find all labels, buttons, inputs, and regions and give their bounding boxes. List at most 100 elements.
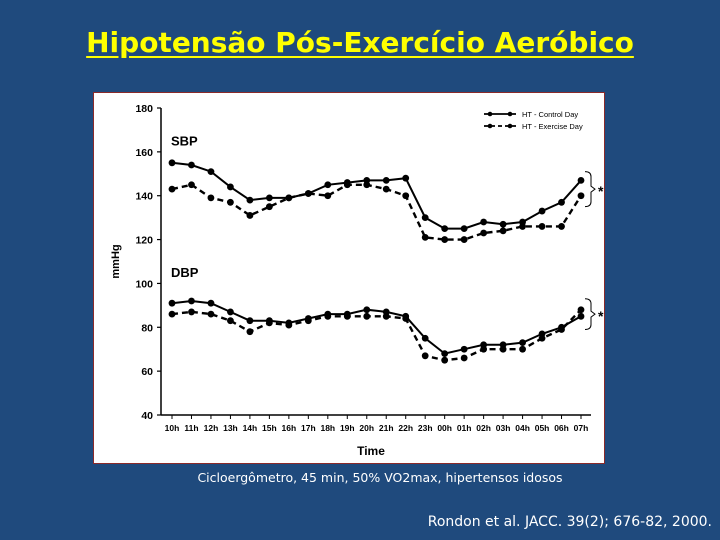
- legend-marker: [487, 111, 493, 117]
- data-point: [207, 310, 215, 318]
- data-point: [188, 308, 195, 316]
- x-tick-label: 19h: [340, 423, 355, 433]
- x-tick-label: 00h: [437, 423, 452, 433]
- data-point: [519, 345, 526, 353]
- data-point: [402, 192, 410, 200]
- data-point: [421, 214, 429, 222]
- data-point: [499, 345, 507, 353]
- x-axis-label: Time: [357, 444, 385, 458]
- data-point: [480, 218, 488, 226]
- x-tick-label: 18h: [320, 423, 335, 433]
- x-tick-label: 04h: [515, 423, 530, 433]
- data-point: [207, 168, 215, 175]
- data-point: [188, 181, 195, 189]
- data-point: [324, 181, 332, 189]
- data-point: [324, 192, 332, 200]
- data-point: [558, 223, 565, 230]
- data-point: [538, 223, 546, 230]
- y-tick-label: 60: [141, 366, 153, 378]
- data-point: [558, 326, 565, 333]
- data-point: [227, 183, 234, 191]
- data-point: [460, 236, 468, 243]
- data-point: [402, 174, 410, 182]
- data-point: [460, 354, 468, 362]
- data-point: [382, 185, 390, 193]
- y-tick-label: 120: [135, 235, 153, 247]
- x-tick-label: 16h: [282, 423, 297, 433]
- annotation-dbp: DBP: [171, 265, 199, 280]
- data-point: [460, 225, 468, 233]
- x-tick-label: 01h: [457, 423, 472, 433]
- data-point: [558, 198, 565, 206]
- x-tick-label: 02h: [476, 423, 491, 433]
- significance-star-sbp: *: [598, 183, 604, 199]
- data-point: [168, 310, 176, 318]
- x-tick-label: 07h: [574, 423, 589, 433]
- chart-caption: Cicloergômetro, 45 min, 50% VO2max, hipe…: [197, 470, 563, 485]
- data-point: [480, 345, 488, 353]
- series-line-sbp-exercise: [171, 183, 583, 241]
- x-tick-label: 14h: [243, 423, 258, 433]
- data-point: [168, 185, 176, 193]
- x-tick-label: 05h: [535, 423, 550, 433]
- data-point: [324, 312, 332, 320]
- slide-title: Hipotensão Pós-Exercício Aeróbico: [86, 26, 634, 59]
- series-line-dbp-control: [171, 299, 582, 355]
- x-tick-label: 22h: [398, 423, 413, 433]
- data-point: [246, 196, 254, 204]
- data-point: [519, 223, 526, 230]
- y-tick-label: 40: [141, 410, 153, 422]
- data-point: [168, 299, 176, 307]
- bp-line-chart: 40 60 80 100 120 140 160 180 10h 11h 12h 13h 14h 15h 1…: [110, 103, 604, 458]
- annotation-sbp: SBP: [171, 133, 198, 148]
- x-tick-label: 23h: [418, 423, 433, 433]
- data-point: [363, 312, 371, 320]
- data-point: [304, 317, 312, 325]
- data-point: [421, 352, 429, 360]
- reference-citation: Rondon et al. JACC. 39(2); 676-82, 2000.: [427, 514, 712, 530]
- data-point: [246, 212, 254, 219]
- significance-star-dbp-bracket: [584, 298, 596, 330]
- data-point: [265, 203, 273, 211]
- data-point: [363, 306, 371, 314]
- data-point: [421, 233, 429, 241]
- x-tick-label: 10h: [165, 423, 180, 433]
- data-point: [460, 345, 468, 353]
- data-point: [207, 299, 215, 307]
- y-tick-label: 160: [135, 147, 153, 159]
- legend-marker: [507, 111, 513, 117]
- data-point: [227, 317, 234, 325]
- y-tick-label: 80: [141, 322, 153, 334]
- x-tick-label: 17h: [301, 423, 316, 433]
- significance-star-dbp: *: [598, 308, 604, 324]
- data-point: [382, 312, 390, 320]
- legend-entry: HT - Control Day: [522, 110, 578, 119]
- legend-marker: [487, 123, 493, 129]
- x-tick-label: 12h: [204, 423, 219, 433]
- data-point: [285, 194, 293, 202]
- data-point: [441, 350, 449, 357]
- data-point: [227, 198, 234, 206]
- data-point: [246, 317, 254, 325]
- data-point: [519, 339, 526, 347]
- x-tick-label: 20h: [359, 423, 374, 433]
- data-point: [499, 227, 507, 235]
- data-point: [363, 181, 371, 189]
- data-point: [207, 194, 215, 202]
- x-tick-label: 06h: [554, 423, 569, 433]
- data-point: [188, 161, 195, 169]
- legend-entry: HT - Exercise Day: [522, 122, 583, 131]
- series-line-dbp-exercise: [171, 308, 582, 362]
- significance-star-sbp-bracket: [584, 171, 596, 208]
- data-point: [499, 220, 507, 228]
- x-tick-label: 15h: [262, 423, 277, 433]
- chart-panel: 40 60 80 100 120 140 160 180 10h 11h 12h 13h 14h 15h 1…: [93, 92, 605, 464]
- data-point: [265, 319, 273, 327]
- y-tick-label: 140: [135, 191, 153, 203]
- data-point: [188, 297, 195, 305]
- x-tick-label: 13h: [223, 423, 238, 433]
- data-point: [421, 334, 429, 342]
- data-point: [343, 312, 351, 320]
- data-point: [441, 236, 449, 243]
- data-point: [382, 176, 390, 184]
